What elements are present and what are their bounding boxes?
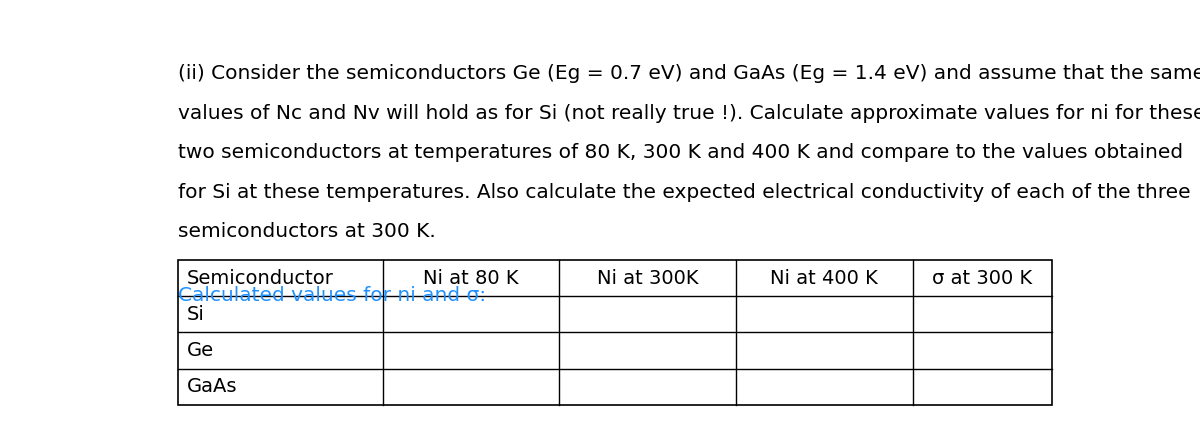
Text: Semiconductor: Semiconductor [187, 269, 334, 288]
Text: (ii) Consider the semiconductors Ge (Eg = 0.7 eV) and GaAs (Eg = 1.4 eV) and ass: (ii) Consider the semiconductors Ge (Eg … [178, 64, 1200, 83]
Text: Ni at 80 K: Ni at 80 K [424, 269, 518, 288]
Text: Ni at 300K: Ni at 300K [596, 269, 698, 288]
Text: for Si at these temperatures. Also calculate the expected electrical conductivit: for Si at these temperatures. Also calcu… [178, 183, 1190, 202]
Text: GaAs: GaAs [187, 377, 238, 396]
Text: values of Nc and Nv will hold as for Si (not really true !). Calculate approxima: values of Nc and Nv will hold as for Si … [178, 104, 1200, 122]
Text: Ge: Ge [187, 341, 215, 360]
Text: Ni at 400 K: Ni at 400 K [770, 269, 878, 288]
Text: Si: Si [187, 305, 205, 324]
Bar [178, 260, 1052, 405]
Text: semiconductors at 300 K.: semiconductors at 300 K. [178, 222, 436, 241]
Text: two semiconductors at temperatures of 80 K, 300 K and 400 K and compare to the v: two semiconductors at temperatures of 80… [178, 143, 1183, 162]
Text: Calculated values for ni and σ:: Calculated values for ni and σ: [178, 286, 486, 305]
Text: σ at 300 K: σ at 300 K [932, 269, 1032, 288]
